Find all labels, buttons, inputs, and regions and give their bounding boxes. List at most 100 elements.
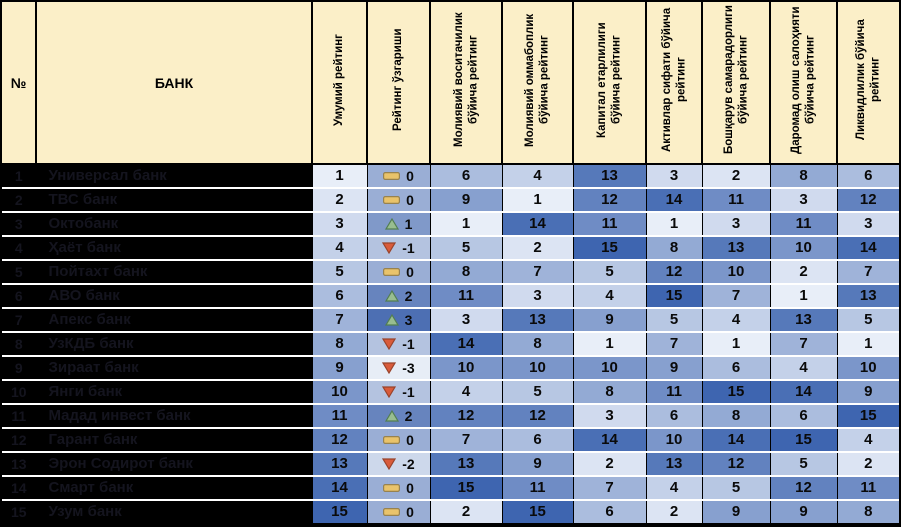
rating-change-value: 0 bbox=[406, 264, 414, 280]
rating-cell: 15 bbox=[646, 284, 703, 309]
rating-cell: 9 bbox=[573, 308, 647, 333]
rating-cell: 15 bbox=[502, 500, 574, 525]
col-header-label: Рейтинг ўзгариши bbox=[392, 28, 405, 132]
rating-cell: 9 bbox=[702, 500, 771, 525]
rating-cell: 7 bbox=[770, 332, 838, 357]
rating-change-value: -1 bbox=[402, 336, 415, 352]
rating-cell: 6 bbox=[837, 164, 901, 189]
rating-cell: 9 bbox=[502, 452, 574, 477]
rating-cell: 6 bbox=[646, 404, 703, 429]
rank-cell: 12 bbox=[1, 428, 37, 453]
yellow-dash-icon bbox=[383, 508, 401, 516]
col-header-capital-adequacy: Капитал етарлилиги бўйича рейтинг bbox=[572, 0, 647, 165]
col-header-asset-quality: Активлар сифати бўйича рейтинг bbox=[645, 0, 703, 165]
rating-cell: 13 bbox=[430, 452, 503, 477]
rating-cell: 15 bbox=[573, 236, 647, 261]
yellow-dash-icon bbox=[383, 196, 401, 204]
header-row: № БАНК Умумий рейтинг Рейтинг ўзгариши М… bbox=[0, 0, 901, 165]
rating-cell: 1 bbox=[646, 212, 703, 237]
table-row: 13 Эрон Содирот банк 13 -2 13 9 2 13 12 5 2 bbox=[1, 452, 901, 477]
down-triangle-icon bbox=[382, 338, 397, 350]
down-triangle-icon bbox=[382, 242, 397, 254]
table-row: 8 УзКДБ банк 8 -1 14 8 1 7 1 7 1 bbox=[1, 332, 901, 357]
overall-rating-cell: 10 bbox=[312, 380, 368, 405]
yellow-dash-icon bbox=[383, 268, 401, 276]
rating-change-content: 2 bbox=[368, 405, 430, 426]
rating-cell: 5 bbox=[646, 308, 703, 333]
rating-change-cell: 2 bbox=[367, 284, 431, 309]
rating-change-cell: -2 bbox=[367, 452, 431, 477]
rating-change-value: -3 bbox=[402, 360, 415, 376]
rating-cell: 5 bbox=[770, 452, 838, 477]
rank-cell: 3 bbox=[1, 212, 37, 237]
rating-change-cell: 0 bbox=[367, 164, 431, 189]
rating-cell: 4 bbox=[702, 308, 771, 333]
rating-cell: 4 bbox=[430, 380, 503, 405]
rating-cell: 5 bbox=[430, 236, 503, 261]
col-header-label: Молиявий оммабоплик бўйича рейтинг bbox=[524, 13, 551, 147]
down-triangle-icon bbox=[382, 362, 397, 374]
col-header-label: Ликвидлилик бўйича рейтинг bbox=[855, 19, 882, 141]
rating-cell: 4 bbox=[770, 356, 838, 381]
rating-cell: 8 bbox=[770, 164, 838, 189]
rating-cell: 10 bbox=[430, 356, 503, 381]
col-header-rating-change: Рейтинг ўзгариши bbox=[366, 0, 431, 165]
overall-rating-cell: 14 bbox=[312, 476, 368, 501]
col-header-income-potential: Даромад олиш салоҳияти бўйича рейтинг bbox=[769, 0, 838, 165]
rating-cell: 7 bbox=[646, 332, 703, 357]
table-row: 10 Янги банк 10 -1 4 5 8 11 15 14 9 bbox=[1, 380, 901, 405]
rating-cell: 14 bbox=[430, 332, 503, 357]
rating-change-value: 1 bbox=[404, 216, 413, 232]
rating-cell: 15 bbox=[837, 404, 901, 429]
col-header-management-efficiency: Бошқарув самарадорлиги бўйича рейтинг bbox=[701, 0, 771, 165]
rating-cell: 7 bbox=[837, 260, 901, 285]
bank-name-cell: Янги банк bbox=[36, 380, 313, 405]
rank-cell: 6 bbox=[1, 284, 37, 309]
rating-cell: 13 bbox=[573, 164, 647, 189]
rating-change-cell: -1 bbox=[367, 380, 431, 405]
rating-cell: 3 bbox=[702, 212, 771, 237]
rating-cell: 3 bbox=[502, 284, 574, 309]
rating-change-value: -2 bbox=[402, 456, 415, 472]
col-header-label: Бошқарув самарадорлиги бўйича рейтинг bbox=[722, 5, 749, 155]
table-row: 1 Универсал банк 1 0 6 4 13 3 2 8 6 bbox=[1, 164, 901, 189]
rating-cell: 15 bbox=[770, 428, 838, 453]
bank-name-cell: Универсал банк bbox=[36, 164, 313, 189]
rank-cell: 1 bbox=[1, 164, 37, 189]
rating-cell: 4 bbox=[837, 428, 901, 453]
table-row: 4 Ҳаёт банк 4 -1 5 2 15 8 13 10 14 bbox=[1, 236, 901, 261]
rating-cell: 1 bbox=[502, 188, 574, 213]
yellow-dash-icon bbox=[383, 484, 401, 492]
col-header-number: № bbox=[0, 0, 37, 165]
col-header-label: Капитал етарлилиги бўйича рейтинг bbox=[596, 22, 623, 138]
bank-name-cell: Смарт банк bbox=[36, 476, 313, 501]
rating-cell: 12 bbox=[502, 404, 574, 429]
rating-cell: 12 bbox=[702, 452, 771, 477]
rank-cell: 11 bbox=[1, 404, 37, 429]
rating-change-value: 2 bbox=[404, 288, 413, 304]
rating-cell: 8 bbox=[702, 404, 771, 429]
rating-cell: 2 bbox=[502, 236, 574, 261]
overall-rating-cell: 8 bbox=[312, 332, 368, 357]
rank-cell: 10 bbox=[1, 380, 37, 405]
col-header-bank: БАНК bbox=[35, 0, 313, 165]
rating-cell: 13 bbox=[770, 308, 838, 333]
rating-change-value: 2 bbox=[404, 408, 413, 424]
rating-change-value: 0 bbox=[406, 192, 414, 208]
rating-cell: 14 bbox=[702, 428, 771, 453]
rating-cell: 9 bbox=[430, 188, 503, 213]
rating-cell: 8 bbox=[573, 380, 647, 405]
up-triangle-icon bbox=[384, 290, 399, 302]
rating-cell: 5 bbox=[702, 476, 771, 501]
rating-cell: 3 bbox=[646, 164, 703, 189]
rating-cell: 11 bbox=[646, 380, 703, 405]
rating-change-value: -1 bbox=[402, 384, 415, 400]
rating-cell: 1 bbox=[837, 332, 901, 357]
rating-cell: 6 bbox=[770, 404, 838, 429]
rating-cell: 4 bbox=[646, 476, 703, 501]
overall-rating-cell: 13 bbox=[312, 452, 368, 477]
table-row: 2 ТВС банк 2 0 9 1 12 14 11 3 12 bbox=[1, 188, 901, 213]
rating-cell: 13 bbox=[646, 452, 703, 477]
bank-name-cell: Пойтахт банк bbox=[36, 260, 313, 285]
rating-cell: 13 bbox=[502, 308, 574, 333]
